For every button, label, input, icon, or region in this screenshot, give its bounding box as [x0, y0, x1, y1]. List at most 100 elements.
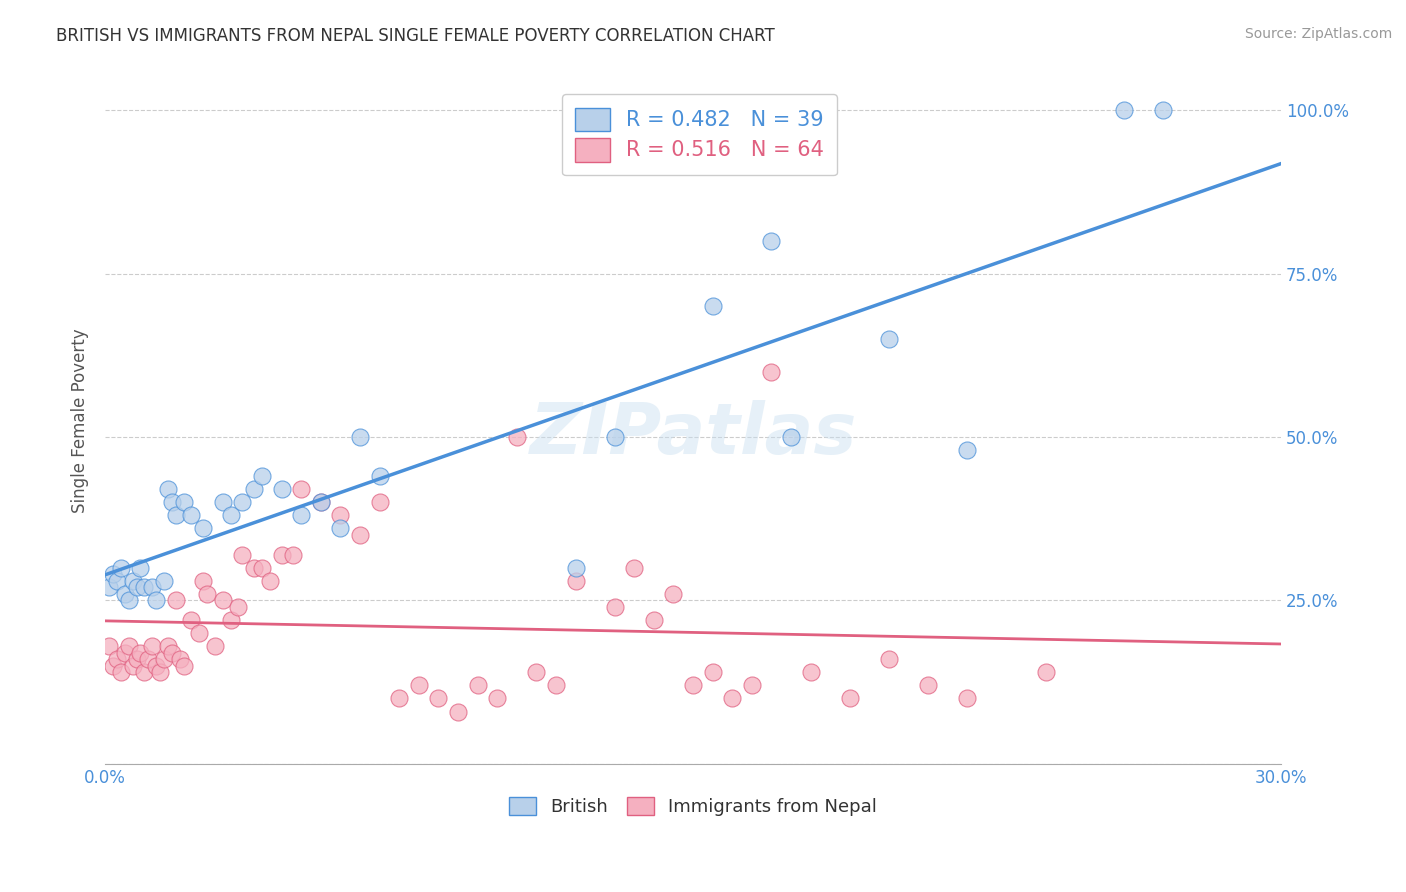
Point: [101, 567, 124, 582]
Text: Source: ZipAtlas.com: Source: ZipAtlas.com: [1244, 27, 1392, 41]
Point: [1114, 103, 1136, 117]
Point: [243, 483, 266, 497]
Point: [564, 574, 586, 588]
Point: [153, 652, 176, 666]
Point: [211, 593, 233, 607]
Point: [160, 646, 183, 660]
Point: [141, 580, 163, 594]
Point: [800, 665, 823, 680]
Point: [110, 560, 132, 574]
Point: [193, 521, 215, 535]
Point: [231, 495, 253, 509]
Point: [427, 691, 450, 706]
Point: [603, 599, 626, 614]
Point: [662, 587, 685, 601]
Point: [110, 665, 132, 680]
Point: [349, 430, 371, 444]
Text: BRITISH VS IMMIGRANTS FROM NEPAL SINGLE FEMALE POVERTY CORRELATION CHART: BRITISH VS IMMIGRANTS FROM NEPAL SINGLE …: [56, 27, 775, 45]
Point: [877, 332, 900, 346]
Point: [643, 613, 665, 627]
Point: [761, 234, 783, 248]
Point: [309, 495, 332, 509]
Point: [309, 495, 332, 509]
Point: [121, 574, 143, 588]
Point: [121, 658, 143, 673]
Point: [270, 548, 292, 562]
Point: [105, 652, 128, 666]
Point: [173, 658, 195, 673]
Point: [149, 665, 172, 680]
Point: [98, 580, 121, 594]
Point: [156, 639, 179, 653]
Point: [105, 574, 128, 588]
Point: [368, 495, 391, 509]
Point: [98, 639, 121, 653]
Point: [877, 652, 900, 666]
Point: [165, 593, 187, 607]
Point: [180, 508, 202, 523]
Point: [231, 548, 253, 562]
Point: [114, 587, 136, 601]
Point: [702, 299, 724, 313]
Point: [447, 705, 470, 719]
Point: [160, 495, 183, 509]
Point: [917, 678, 939, 692]
Point: [156, 483, 179, 497]
Point: [603, 430, 626, 444]
Point: [408, 678, 430, 692]
Point: [169, 652, 191, 666]
Point: [564, 560, 586, 574]
Point: [125, 652, 148, 666]
Point: [623, 560, 645, 574]
Point: [204, 639, 226, 653]
Point: [838, 691, 860, 706]
Point: [702, 665, 724, 680]
Point: [145, 593, 167, 607]
Point: [118, 639, 141, 653]
Point: [180, 613, 202, 627]
Point: [114, 646, 136, 660]
Point: [956, 443, 979, 458]
Point: [1035, 665, 1057, 680]
Point: [283, 548, 305, 562]
Legend: British, Immigrants from Nepal: British, Immigrants from Nepal: [502, 789, 884, 823]
Point: [129, 646, 152, 660]
Point: [388, 691, 411, 706]
Point: [145, 658, 167, 673]
Point: [290, 483, 312, 497]
Point: [956, 691, 979, 706]
Text: ZIPatlas: ZIPatlas: [530, 400, 856, 469]
Y-axis label: Single Female Poverty: Single Female Poverty: [72, 328, 89, 513]
Point: [368, 469, 391, 483]
Point: [125, 580, 148, 594]
Point: [486, 691, 509, 706]
Point: [195, 587, 218, 601]
Point: [682, 678, 704, 692]
Point: [721, 691, 744, 706]
Point: [467, 678, 489, 692]
Point: [141, 639, 163, 653]
Point: [270, 483, 292, 497]
Point: [134, 580, 156, 594]
Point: [290, 508, 312, 523]
Point: [761, 365, 783, 379]
Point: [211, 495, 233, 509]
Point: [1152, 103, 1174, 117]
Point: [118, 593, 141, 607]
Point: [524, 665, 547, 680]
Point: [329, 508, 352, 523]
Point: [101, 658, 124, 673]
Point: [329, 521, 352, 535]
Point: [780, 430, 803, 444]
Point: [134, 665, 156, 680]
Point: [259, 574, 281, 588]
Point: [219, 508, 242, 523]
Point: [243, 560, 266, 574]
Point: [193, 574, 215, 588]
Point: [136, 652, 159, 666]
Point: [153, 574, 176, 588]
Point: [188, 626, 211, 640]
Point: [506, 430, 529, 444]
Point: [228, 599, 250, 614]
Point: [250, 560, 273, 574]
